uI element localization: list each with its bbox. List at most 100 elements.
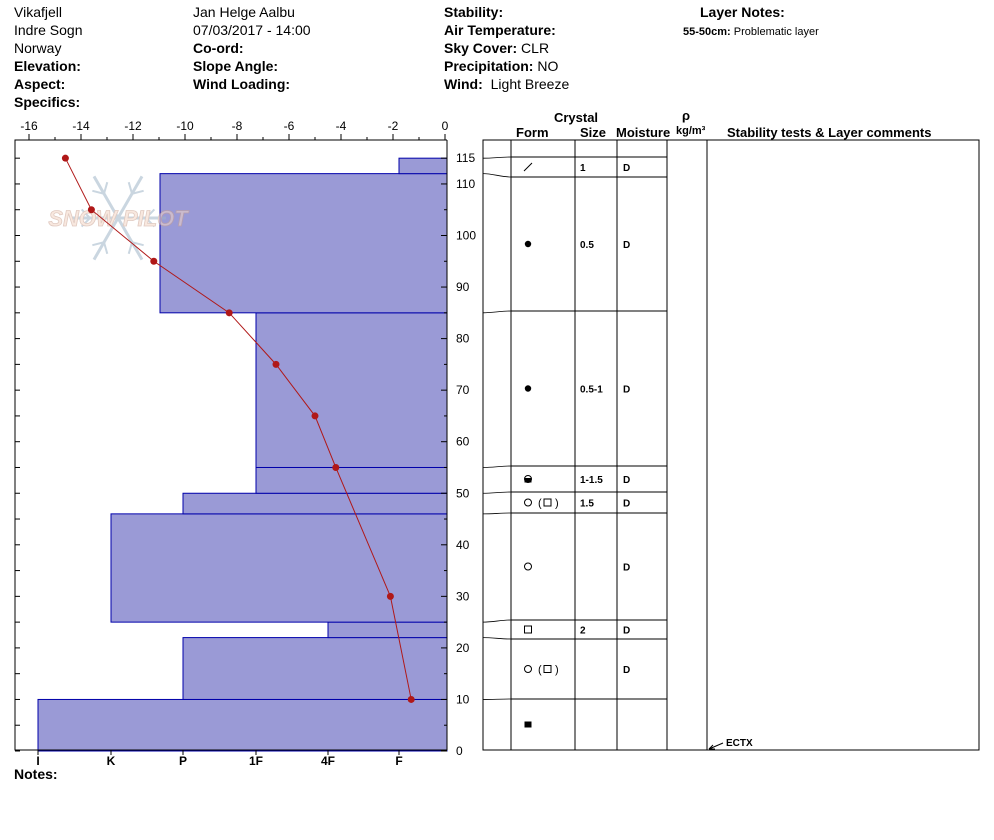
layer-connector bbox=[482, 619, 512, 623]
sky-cover-label: Sky Cover: bbox=[444, 40, 518, 56]
layer-note-depth: 55-50cm: bbox=[683, 26, 731, 38]
temperature-tick-label: 0 bbox=[442, 119, 449, 133]
snowflake-icon bbox=[92, 175, 120, 219]
grain-form-icon bbox=[524, 385, 532, 392]
grain-form-icon bbox=[524, 625, 532, 634]
size-header: Size bbox=[580, 125, 606, 140]
form-header: Form bbox=[516, 125, 549, 140]
plot-frame bbox=[14, 139, 447, 751]
coord-label: Co-ord: bbox=[193, 40, 244, 56]
snowflake-branch bbox=[131, 241, 144, 247]
paren-icon: ) bbox=[555, 498, 559, 510]
snowflake-branch bbox=[92, 241, 105, 247]
moisture-value: D bbox=[623, 475, 630, 486]
grain-form-icon: () bbox=[524, 498, 559, 510]
slope-angle-label: Slope Angle: bbox=[193, 58, 279, 74]
grain-size: 1 bbox=[580, 163, 586, 174]
height-tick-label: 70 bbox=[456, 383, 470, 397]
precipitation: Precipitation: NO bbox=[444, 58, 558, 74]
temperature-point bbox=[61, 154, 69, 162]
hardness-bar bbox=[182, 492, 448, 515]
snowflake-branch bbox=[145, 208, 156, 219]
snowflake-branch bbox=[92, 189, 105, 195]
stability-label: Stability: bbox=[444, 4, 504, 20]
temperature-point bbox=[407, 695, 415, 703]
temperature-tick-label: -8 bbox=[232, 119, 243, 133]
circle-icon bbox=[524, 562, 532, 571]
snowflake-branch bbox=[127, 241, 133, 255]
wind-value: Light Breeze bbox=[490, 76, 570, 92]
snowflake-icon bbox=[116, 175, 144, 219]
moisture-value: D bbox=[623, 163, 630, 174]
temperature-tick-label: -14 bbox=[72, 119, 90, 133]
layer-connector bbox=[482, 310, 512, 314]
temperature-tick-label: -2 bbox=[388, 119, 399, 133]
height-tick-label: 80 bbox=[456, 332, 470, 346]
hardness-tick-label: K bbox=[107, 754, 116, 768]
height-tick-label: 50 bbox=[456, 486, 470, 500]
temperature-tick-label: -10 bbox=[176, 119, 194, 133]
snowflake-branch bbox=[103, 181, 109, 195]
wind: Wind: Light Breeze bbox=[444, 76, 569, 92]
temperature-tick-label: -12 bbox=[124, 119, 142, 133]
moisture-value: D bbox=[623, 385, 630, 396]
air-temperature-label: Air Temperature: bbox=[444, 22, 556, 38]
temperature-point bbox=[332, 463, 340, 471]
location: Vikafjell bbox=[14, 4, 62, 20]
temperature-point bbox=[225, 309, 233, 317]
aspect-label: Aspect: bbox=[14, 76, 66, 92]
layer-note-text: Problematic layer bbox=[733, 26, 819, 38]
temperature-tick-label: -16 bbox=[20, 119, 38, 133]
layer-connector bbox=[482, 173, 512, 178]
height-tick-label: 0 bbox=[456, 744, 463, 758]
stability-test-result: ECTX bbox=[726, 738, 753, 749]
temperature-point bbox=[272, 360, 280, 368]
layer-notes-label: Layer Notes: bbox=[700, 4, 785, 20]
precipitation-value: NO bbox=[537, 58, 559, 74]
moisture-value: D bbox=[623, 240, 630, 251]
height-tick-label: 30 bbox=[456, 589, 470, 603]
layer-connector bbox=[482, 491, 512, 494]
hardness-bar bbox=[159, 173, 448, 314]
grain-form-icon: () bbox=[524, 664, 559, 676]
dot-icon bbox=[524, 240, 532, 248]
country: Norway bbox=[14, 40, 62, 56]
grain-size: 1-1.5 bbox=[580, 475, 603, 486]
snowflake-branch bbox=[80, 217, 91, 228]
layer-connector bbox=[482, 156, 512, 159]
hardness-bar bbox=[110, 513, 448, 623]
circle-icon bbox=[524, 498, 532, 507]
hardness-bar bbox=[255, 466, 448, 494]
temperature-point bbox=[386, 592, 394, 600]
sky-cover-value: CLR bbox=[521, 40, 550, 56]
square-icon bbox=[543, 665, 552, 673]
hardness-tick-label: I bbox=[36, 754, 39, 768]
temperature-tick-label: -6 bbox=[284, 119, 295, 133]
height-tick-label: 40 bbox=[456, 538, 470, 552]
snowflake-icon bbox=[116, 217, 144, 261]
paren-icon: ( bbox=[538, 498, 542, 510]
snowflake-icon bbox=[92, 217, 120, 261]
observer: Jan Helge Aalbu bbox=[193, 4, 295, 20]
snowflake-branch bbox=[145, 217, 156, 228]
grain-form-icon bbox=[524, 562, 532, 571]
region: Indre Sogn bbox=[14, 22, 83, 38]
grain-size: 0.5 bbox=[580, 240, 594, 251]
circle-icon bbox=[524, 665, 532, 673]
grain-form-icon bbox=[523, 162, 533, 172]
sky-cover: Sky Cover: CLR bbox=[444, 40, 549, 56]
hardness-bar bbox=[182, 637, 448, 700]
wind-loading-label: Wind Loading: bbox=[193, 76, 291, 92]
date-time: 07/03/2017 - 14:00 bbox=[193, 22, 311, 38]
moisture-value: D bbox=[623, 665, 630, 676]
hardness-tick-label: 1F bbox=[249, 754, 263, 768]
hardness-bar bbox=[327, 621, 448, 639]
snowflake-branch bbox=[80, 208, 91, 219]
layer-connector bbox=[482, 465, 512, 468]
density-header: ρ bbox=[682, 108, 690, 123]
watermark-text: SNOW PILOT bbox=[48, 206, 189, 231]
filled-square-icon bbox=[524, 721, 532, 728]
paren-icon: ) bbox=[555, 664, 559, 676]
snowflake-branch bbox=[103, 241, 109, 255]
